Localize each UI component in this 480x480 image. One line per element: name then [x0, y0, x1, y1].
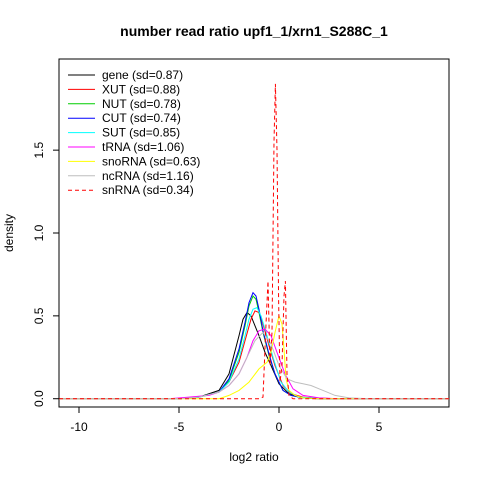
x-axis-label: log2 ratio — [229, 450, 279, 464]
y-tick-label: 0.5 — [32, 307, 46, 324]
series-line-2 — [59, 295, 449, 400]
x-tick-label: -5 — [174, 420, 185, 434]
legend-label-2: NUT (sd=0.78) — [102, 97, 181, 111]
series-line-4 — [59, 306, 449, 400]
y-axis: 0.0 0.5 1.0 1.5 — [32, 141, 60, 407]
legend-label-6: snoRNA (sd=0.63) — [102, 154, 200, 168]
legend: gene (sd=0.87)XUT (sd=0.88)NUT (sd=0.78)… — [68, 68, 200, 197]
series-line-6 — [59, 314, 449, 400]
y-axis-label: density — [2, 214, 16, 252]
y-tick-label: 0.0 — [32, 390, 46, 407]
series-layer — [59, 83, 449, 400]
legend-label-0: gene (sd=0.87) — [102, 68, 183, 82]
legend-label-1: XUT (sd=0.88) — [102, 82, 180, 96]
series-line-7 — [59, 331, 449, 400]
legend-label-3: CUT (sd=0.74) — [102, 111, 181, 125]
chart-title: number read ratio upf1_1/xrn1_S288C_1 — [120, 23, 388, 39]
y-tick-label: 1.5 — [32, 141, 46, 158]
legend-label-4: SUT (sd=0.85) — [102, 126, 180, 140]
x-axis: -10 -5 0 5 — [70, 406, 383, 434]
series-line-0 — [59, 311, 449, 400]
series-line-8 — [59, 83, 449, 400]
legend-label-8: snRNA (sd=0.34) — [102, 183, 194, 197]
legend-label-7: ncRNA (sd=1.16) — [102, 169, 194, 183]
y-tick-label: 1.0 — [32, 224, 46, 241]
series-line-5 — [59, 328, 449, 400]
legend-label-5: tRNA (sd=1.06) — [102, 140, 184, 154]
x-tick-label: 0 — [276, 420, 283, 434]
x-tick-label: -10 — [70, 420, 88, 434]
x-tick-label: 5 — [376, 420, 383, 434]
